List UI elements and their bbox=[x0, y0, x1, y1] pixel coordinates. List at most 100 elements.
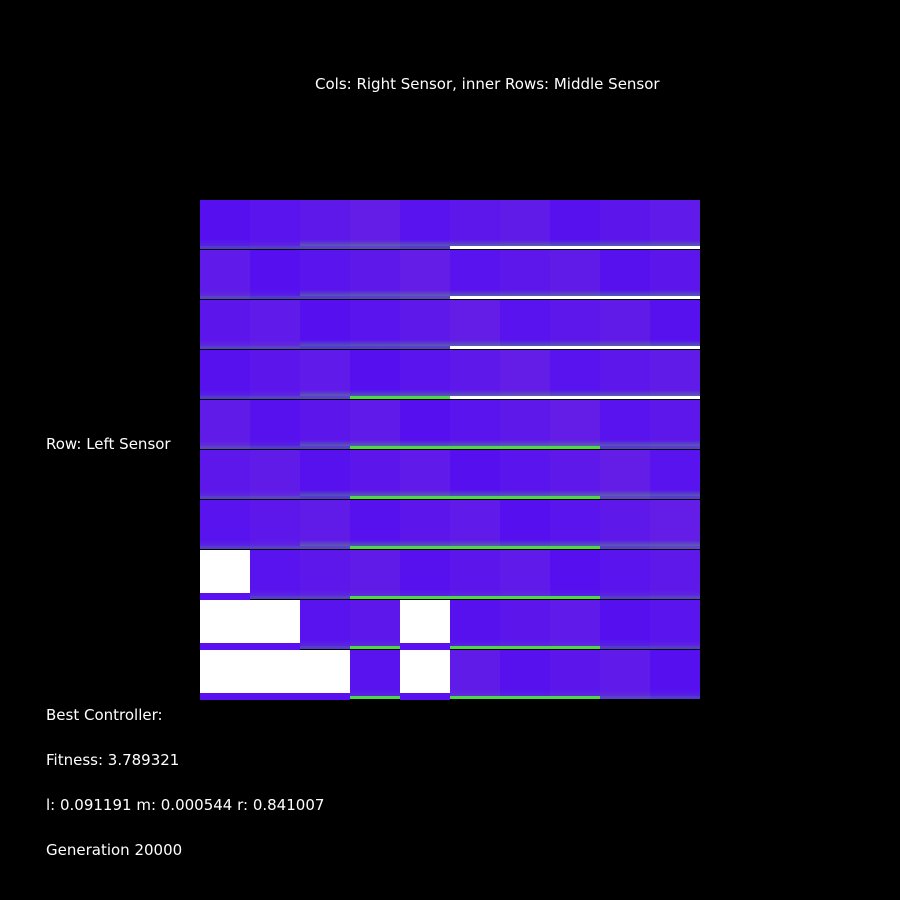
heatmap-cell bbox=[450, 350, 500, 400]
heatmap-cell bbox=[250, 200, 300, 250]
heatmap-cell bbox=[600, 500, 650, 550]
heatmap-cell bbox=[650, 250, 700, 300]
heatmap-cell bbox=[500, 300, 550, 350]
controller-heatmap bbox=[200, 200, 700, 700]
heatmap-cell bbox=[400, 600, 450, 650]
heatmap-cell bbox=[450, 600, 500, 650]
heatmap-cell bbox=[500, 600, 550, 650]
heatmap-cell bbox=[300, 400, 350, 450]
heatmap-cell bbox=[500, 250, 550, 300]
heatmap-cell bbox=[350, 400, 400, 450]
heatmap-cell bbox=[650, 200, 700, 250]
heatmap-cell bbox=[600, 600, 650, 650]
heatmap-cell bbox=[600, 300, 650, 350]
heatmap-cell bbox=[550, 500, 600, 550]
parameters-readout: l: 0.091191 m: 0.000544 r: 0.841007 bbox=[46, 796, 325, 814]
heatmap-cell bbox=[400, 500, 450, 550]
heatmap-cell bbox=[350, 200, 400, 250]
heatmap-cell bbox=[500, 500, 550, 550]
heatmap-cell bbox=[500, 200, 550, 250]
heatmap-cell bbox=[450, 500, 500, 550]
heatmap-cell bbox=[400, 550, 450, 600]
heatmap-cell bbox=[550, 250, 600, 300]
heatmap-cell bbox=[600, 650, 650, 700]
heatmap-cell bbox=[600, 450, 650, 500]
heatmap-cell bbox=[450, 650, 500, 700]
heatmap-cell bbox=[550, 550, 600, 600]
heatmap-cell bbox=[400, 450, 450, 500]
heatmap-cell bbox=[550, 400, 600, 450]
heatmap-cell bbox=[450, 450, 500, 500]
heatmap-cell bbox=[350, 350, 400, 400]
heatmap-cell bbox=[600, 200, 650, 250]
heatmap-cell bbox=[550, 300, 600, 350]
heatmap-cell bbox=[300, 600, 350, 650]
heatmap-cell bbox=[650, 500, 700, 550]
heatmap-cell bbox=[300, 500, 350, 550]
heatmap-cell bbox=[650, 450, 700, 500]
heatmap-cell bbox=[550, 650, 600, 700]
heatmap-cell bbox=[500, 550, 550, 600]
heatmap-cell bbox=[600, 350, 650, 400]
heatmap-cell bbox=[650, 300, 700, 350]
heatmap-cell bbox=[400, 400, 450, 450]
heatmap-cell bbox=[500, 350, 550, 400]
heatmap-cell bbox=[250, 500, 300, 550]
heatmap-cell bbox=[200, 200, 250, 250]
heatmap-cell bbox=[250, 550, 300, 600]
heatmap-cell bbox=[600, 250, 650, 300]
row-axis-label: Row: Left Sensor bbox=[46, 435, 171, 453]
heatmap-cell bbox=[450, 550, 500, 600]
heatmap-cell bbox=[450, 300, 500, 350]
heatmap-cell bbox=[250, 350, 300, 400]
heatmap-cell bbox=[450, 200, 500, 250]
heatmap-cell bbox=[200, 500, 250, 550]
heatmap-cell bbox=[400, 250, 450, 300]
heatmap-cell bbox=[650, 550, 700, 600]
heatmap-cell bbox=[300, 350, 350, 400]
heatmap-cell bbox=[300, 250, 350, 300]
heatmap-cell bbox=[250, 600, 300, 650]
heatmap-cell bbox=[650, 350, 700, 400]
heatmap-cell bbox=[200, 650, 250, 700]
heatmap-cell bbox=[500, 400, 550, 450]
heatmap-cell bbox=[550, 450, 600, 500]
heatmap-cell bbox=[250, 450, 300, 500]
heatmap-cell bbox=[350, 450, 400, 500]
best-controller-label: Best Controller: bbox=[46, 706, 163, 724]
heatmap-cell bbox=[350, 650, 400, 700]
generation-readout: Generation 20000 bbox=[46, 841, 183, 859]
heatmap-cell bbox=[350, 300, 400, 350]
heatmap-cell bbox=[250, 250, 300, 300]
heatmap-cell bbox=[300, 450, 350, 500]
heatmap-cell bbox=[350, 600, 400, 650]
heatmap-cell bbox=[200, 250, 250, 300]
heatmap-cell bbox=[650, 400, 700, 450]
heatmap-cell bbox=[600, 400, 650, 450]
heatmap-cell bbox=[400, 350, 450, 400]
heatmap-cell bbox=[200, 600, 250, 650]
heatmap-cell bbox=[200, 400, 250, 450]
heatmap-cell bbox=[200, 350, 250, 400]
heatmap-cell bbox=[250, 400, 300, 450]
column-axis-label: Cols: Right Sensor, inner Rows: Middle S… bbox=[315, 75, 660, 93]
heatmap-cell bbox=[300, 300, 350, 350]
heatmap-cell bbox=[400, 300, 450, 350]
heatmap-cell bbox=[350, 500, 400, 550]
heatmap-cell bbox=[250, 650, 300, 700]
heatmap-cell bbox=[650, 600, 700, 650]
heatmap-cell bbox=[400, 200, 450, 250]
heatmap-cell bbox=[300, 200, 350, 250]
fitness-readout: Fitness: 3.789321 bbox=[46, 751, 180, 769]
heatmap-cell bbox=[600, 550, 650, 600]
heatmap-cell bbox=[250, 300, 300, 350]
heatmap-cell bbox=[200, 450, 250, 500]
heatmap-cell bbox=[300, 650, 350, 700]
heatmap-cell bbox=[550, 350, 600, 400]
heatmap-cell bbox=[450, 400, 500, 450]
heatmap-cell bbox=[500, 450, 550, 500]
heatmap-cell bbox=[200, 300, 250, 350]
heatmap-cell bbox=[550, 200, 600, 250]
heatmap-cell bbox=[350, 550, 400, 600]
heatmap-cell bbox=[200, 550, 250, 600]
